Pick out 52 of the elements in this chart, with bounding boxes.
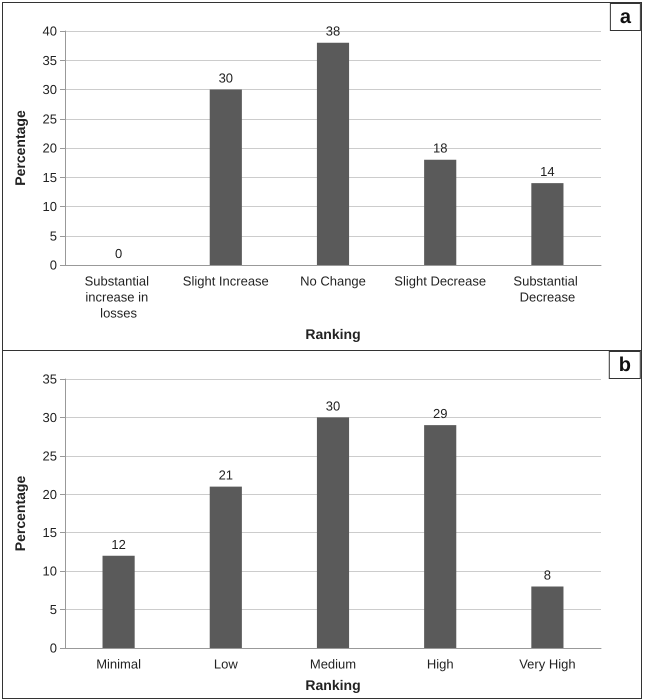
y-tick-label: 25 [42, 111, 57, 126]
y-tick-label: 25 [42, 448, 57, 464]
bar [210, 90, 242, 265]
bar [531, 183, 564, 265]
x-tick-label: Low [214, 656, 238, 672]
data-label: 30 [218, 70, 234, 86]
data-label: 0 [114, 246, 122, 261]
x-tick-label: Slight Increase [182, 274, 269, 288]
y-tick-label: 35 [42, 372, 57, 386]
data-label: 8 [544, 568, 552, 583]
y-tick-label: 20 [42, 140, 57, 156]
y-tick-label: 10 [42, 199, 57, 214]
data-label: 14 [540, 164, 555, 180]
y-tick-label: 0 [50, 640, 57, 656]
x-tick-label: High [426, 656, 454, 672]
bar [102, 556, 135, 648]
text: b [618, 354, 631, 376]
data-label: 29 [432, 406, 448, 422]
y-tick-label: 30 [42, 82, 57, 97]
x-axis-title: Ranking [305, 326, 361, 342]
data-label: 12 [111, 536, 126, 552]
data-label: 38 [326, 24, 340, 39]
y-axis-title: Percentage [12, 110, 28, 186]
x-tick-label: Medium [310, 656, 356, 672]
y-tick-label: 35 [42, 52, 57, 68]
data-label: 21 [218, 468, 234, 483]
y-tick-label: 40 [42, 24, 57, 38]
y-tick-label: 15 [42, 525, 57, 540]
bar [531, 586, 564, 648]
x-tick-label: Very High [519, 656, 576, 672]
bar [210, 486, 242, 648]
y-tick-label: 20 [42, 486, 57, 502]
x-tick-label: Substantial Decrease [513, 274, 582, 304]
data-label: 18 [432, 140, 448, 156]
bar [424, 425, 456, 648]
x-axis-title: Ranking [305, 677, 361, 693]
y-tick-label: 5 [50, 228, 57, 244]
bar [424, 160, 456, 265]
y-tick-label: 10 [42, 564, 57, 579]
y-tick-label: 0 [50, 258, 57, 272]
x-tick-label: Slight Decrease [394, 274, 486, 288]
bar [316, 417, 350, 648]
x-tick-label: Minimal [96, 656, 142, 672]
x-tick-label: Substantial increase in losses [84, 274, 153, 320]
text: a [620, 6, 632, 28]
bar [316, 42, 350, 265]
y-tick-label: 30 [42, 410, 57, 425]
x-tick-label: No Change [300, 274, 366, 288]
y-tick-label: 5 [50, 602, 57, 618]
y-axis-title: Percentage [12, 476, 28, 552]
data-label: 30 [326, 398, 340, 414]
y-tick-label: 15 [42, 170, 57, 185]
